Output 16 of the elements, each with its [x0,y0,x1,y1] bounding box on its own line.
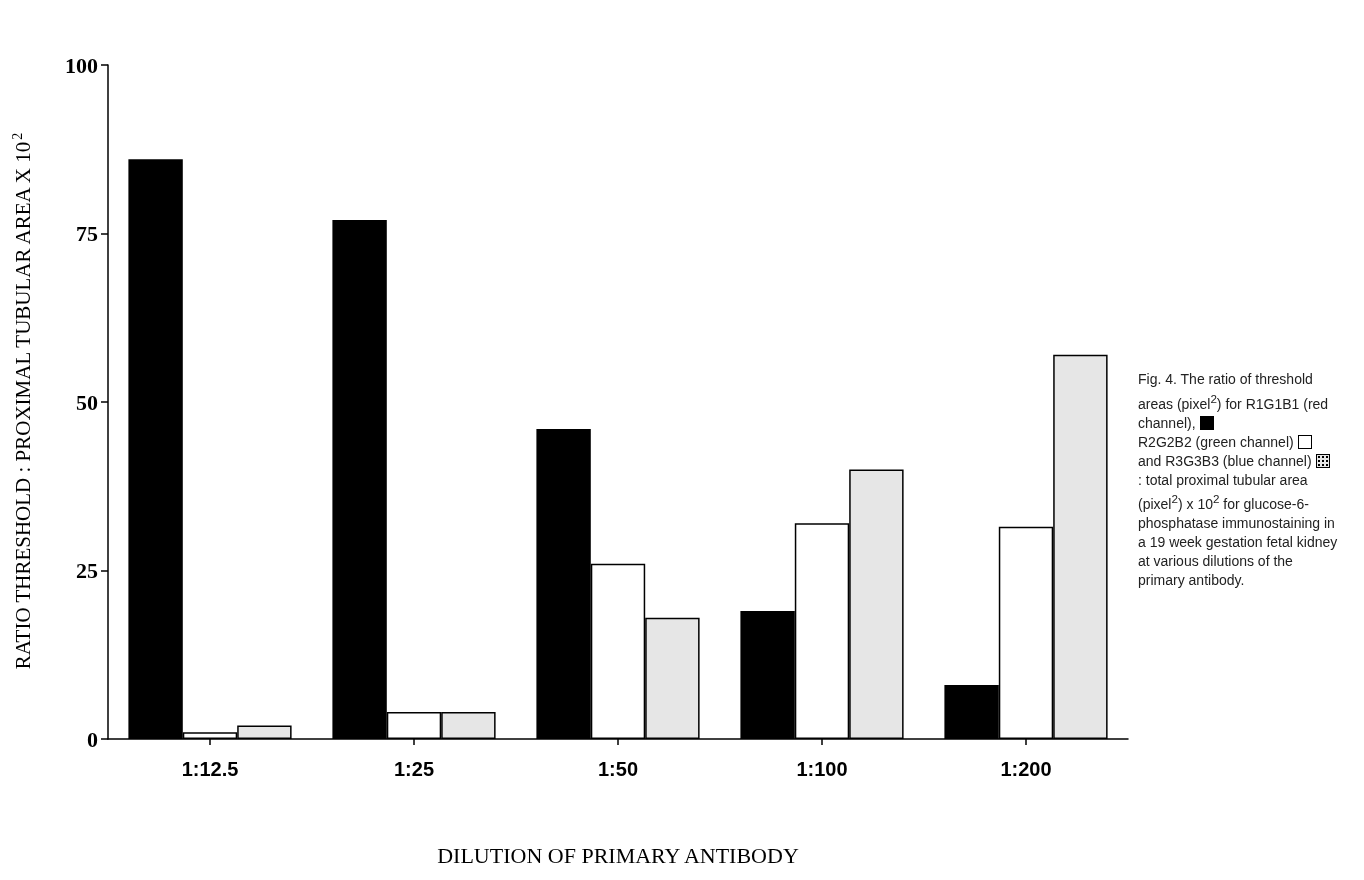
text: and R3G3B3 (blue channel) [1138,452,1312,469]
x-tick-label: 1:200 [1000,758,1052,780]
text: Fig. 4. The ratio of threshold areas (pixel$^{2}$) for R1G1B1 (red channel), [1138,371,1329,431]
y-tick-label: 25 [76,558,98,583]
x-tick-label: 1:50 [597,758,639,780]
x-tick-label: 1:100 [796,758,848,780]
x-tick-label: 1:12.5 [181,758,239,780]
y-tick-label: 100 [65,52,98,78]
y-tick-label: 50 [76,389,98,415]
y-tick-label: 75 [76,221,98,246]
text: : total proximal tubular area (pixel$^{2}$) x 10$^{2}$ for glucose-6-phosphatase immunostaining in a 19 week gestation fetal kidney at various dilutions of the primary antibody. [1138,471,1338,589]
y-tick-label: 0 [87,726,98,752]
x-tick-label: 1:25 [393,758,435,780]
text: R2G2B2 (green channel) [1138,433,1294,450]
x-axis-title: DILUTION OF PRIMARY ANTIBODY [437,842,799,868]
y-axis-title: RATIO THRESHOLD : PROXIMAL TUBULAR AREA X 102 [9,132,35,670]
